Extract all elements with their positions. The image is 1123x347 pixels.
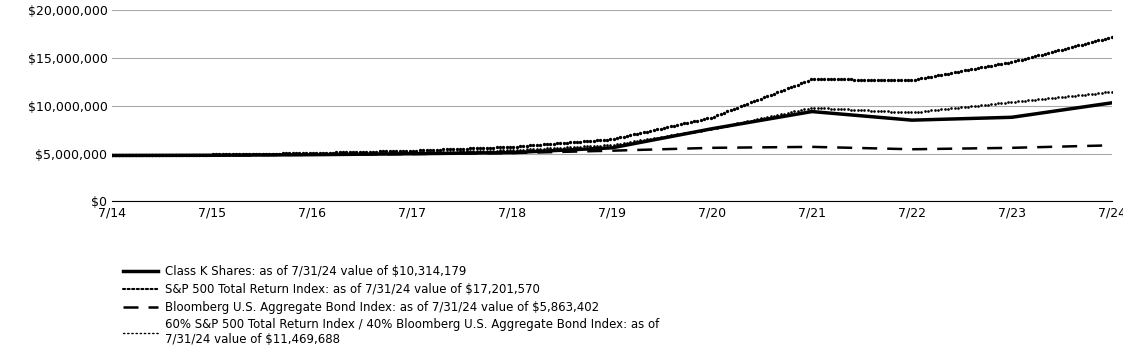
S&P 500 Total Return Index: as of 7/31/24 value of $17,201,570: (6.12, 9.28e+06): as of 7/31/24 value of $17,201,570: (6.1… [718,111,731,115]
60% S&P 500 Total Return Index / 40% Bloomberg U.S. Aggregate Bond Index: as of
7/31/24 value of $11,469,688: (0, 4.8e+06): as of 7/31/24 value of $11,469,688: (0, … [106,153,119,158]
Line: 60% S&P 500 Total Return Index / 40% Bloomberg U.S. Aggregate Bond Index: as of
7/31/24 value of $11,469,688: 60% S&P 500 Total Return Index / 40% Blo… [111,91,1113,157]
Class K Shares: as of 7/31/24 value of $10,314,179: (5, 5.6e+06): as of 7/31/24 value of $10,314,179: (5, … [605,146,619,150]
S&P 500 Total Return Index: as of 7/31/24 value of $17,201,570: (9.06, 1.48e+07): as of 7/31/24 value of $17,201,570: (9.0… [1012,58,1025,62]
S&P 500 Total Return Index: as of 7/31/24 value of $17,201,570: (0.0334, 4.8e+06): as of 7/31/24 value of $17,201,570: (0.0… [109,153,122,158]
Bloomberg U.S. Aggregate Bond Index: as of 7/31/24 value of $5,863,402: (0, 4.8e+06): as of 7/31/24 value of $5,863,402: (0, 4… [106,153,119,158]
Class K Shares: as of 7/31/24 value of $10,314,179: (7, 9.4e+06): as of 7/31/24 value of $10,314,179: (7, … [805,110,819,114]
60% S&P 500 Total Return Index / 40% Bloomberg U.S. Aggregate Bond Index: as of
7/31/24 value of $11,469,688: (8.43, 9.77e+06): as of 7/31/24 value of $11,469,688: (8.4… [948,106,961,110]
Class K Shares: as of 7/31/24 value of $10,314,179: (3, 4.98e+06): as of 7/31/24 value of $10,314,179: (3, … [405,152,419,156]
Bloomberg U.S. Aggregate Bond Index: as of 7/31/24 value of $5,863,402: (8, 5.45e+06): as of 7/31/24 value of $5,863,402: (8, 5… [905,147,919,151]
Class K Shares: as of 7/31/24 value of $10,314,179: (0, 4.8e+06): as of 7/31/24 value of $10,314,179: (0, … [106,153,119,158]
Class K Shares: as of 7/31/24 value of $10,314,179: (10, 1.03e+07): as of 7/31/24 value of $10,314,179: (10,… [1105,101,1119,105]
60% S&P 500 Total Return Index / 40% Bloomberg U.S. Aggregate Bond Index: as of
7/31/24 value of $11,469,688: (9.06, 1.05e+07): as of 7/31/24 value of $11,469,688: (9.0… [1012,99,1025,103]
60% S&P 500 Total Return Index / 40% Bloomberg U.S. Aggregate Bond Index: as of
7/31/24 value of $11,469,688: (10, 1.15e+07): as of 7/31/24 value of $11,469,688: (10,… [1105,90,1119,94]
Line: Bloomberg U.S. Aggregate Bond Index: as of 7/31/24 value of $5,863,402: Bloomberg U.S. Aggregate Bond Index: as … [112,145,1112,155]
60% S&P 500 Total Return Index / 40% Bloomberg U.S. Aggregate Bond Index: as of
7/31/24 value of $11,469,688: (5.92, 7.46e+06): as of 7/31/24 value of $11,469,688: (5.9… [697,128,711,132]
60% S&P 500 Total Return Index / 40% Bloomberg U.S. Aggregate Bond Index: as of
7/31/24 value of $11,469,688: (5.95, 7.52e+06): as of 7/31/24 value of $11,469,688: (5.9… [701,127,714,132]
S&P 500 Total Return Index: as of 7/31/24 value of $17,201,570: (8.43, 1.35e+07): as of 7/31/24 value of $17,201,570: (8.4… [948,70,961,74]
60% S&P 500 Total Return Index / 40% Bloomberg U.S. Aggregate Bond Index: as of
7/31/24 value of $11,469,688: (6.12, 7.86e+06): as of 7/31/24 value of $11,469,688: (6.1… [718,124,731,128]
Class K Shares: as of 7/31/24 value of $10,314,179: (6, 7.6e+06): as of 7/31/24 value of $10,314,179: (6, … [705,127,719,131]
Bloomberg U.S. Aggregate Bond Index: as of 7/31/24 value of $5,863,402: (4, 5.05e+06): as of 7/31/24 value of $5,863,402: (4, 5… [505,151,519,155]
Class K Shares: as of 7/31/24 value of $10,314,179: (2, 4.88e+06): as of 7/31/24 value of $10,314,179: (2, … [305,153,319,157]
Bloomberg U.S. Aggregate Bond Index: as of 7/31/24 value of $5,863,402: (3, 4.95e+06): as of 7/31/24 value of $5,863,402: (3, 4… [405,152,419,156]
Class K Shares: as of 7/31/24 value of $10,314,179: (8, 8.5e+06): as of 7/31/24 value of $10,314,179: (8, … [905,118,919,122]
60% S&P 500 Total Return Index / 40% Bloomberg U.S. Aggregate Bond Index: as of
7/31/24 value of $11,469,688: (0.0334, 4.8e+06): as of 7/31/24 value of $11,469,688: (0.0… [109,153,122,158]
Bloomberg U.S. Aggregate Bond Index: as of 7/31/24 value of $5,863,402: (5, 5.3e+06): as of 7/31/24 value of $5,863,402: (5, 5… [605,149,619,153]
Line: S&P 500 Total Return Index: as of 7/31/24 value of $17,201,570: S&P 500 Total Return Index: as of 7/31/2… [110,35,1114,158]
S&P 500 Total Return Index: as of 7/31/24 value of $17,201,570: (0, 4.8e+06): as of 7/31/24 value of $17,201,570: (0, … [106,153,119,158]
Class K Shares: as of 7/31/24 value of $10,314,179: (4, 5.1e+06): as of 7/31/24 value of $10,314,179: (4, … [505,151,519,155]
S&P 500 Total Return Index: as of 7/31/24 value of $17,201,570: (5.92, 8.62e+06): as of 7/31/24 value of $17,201,570: (5.9… [697,117,711,121]
Class K Shares: as of 7/31/24 value of $10,314,179: (1, 4.82e+06): as of 7/31/24 value of $10,314,179: (1, … [206,153,219,157]
S&P 500 Total Return Index: as of 7/31/24 value of $17,201,570: (5.95, 8.69e+06): as of 7/31/24 value of $17,201,570: (5.9… [701,116,714,120]
Line: Class K Shares: as of 7/31/24 value of $10,314,179: Class K Shares: as of 7/31/24 value of $… [112,103,1112,155]
S&P 500 Total Return Index: as of 7/31/24 value of $17,201,570: (10, 1.72e+07): as of 7/31/24 value of $17,201,570: (10,… [1105,35,1119,39]
Bloomberg U.S. Aggregate Bond Index: as of 7/31/24 value of $5,863,402: (1, 4.82e+06): as of 7/31/24 value of $5,863,402: (1, 4… [206,153,219,157]
Bloomberg U.S. Aggregate Bond Index: as of 7/31/24 value of $5,863,402: (10, 5.86e+06): as of 7/31/24 value of $5,863,402: (10, … [1105,143,1119,147]
Bloomberg U.S. Aggregate Bond Index: as of 7/31/24 value of $5,863,402: (7, 5.7e+06): as of 7/31/24 value of $5,863,402: (7, 5… [805,145,819,149]
Legend: Class K Shares: as of 7/31/24 value of $10,314,179, S&P 500 Total Return Index: : Class K Shares: as of 7/31/24 value of $… [118,261,665,347]
Bloomberg U.S. Aggregate Bond Index: as of 7/31/24 value of $5,863,402: (2, 4.87e+06): as of 7/31/24 value of $5,863,402: (2, 4… [305,153,319,157]
Bloomberg U.S. Aggregate Bond Index: as of 7/31/24 value of $5,863,402: (6, 5.6e+06): as of 7/31/24 value of $5,863,402: (6, 5… [705,146,719,150]
Bloomberg U.S. Aggregate Bond Index: as of 7/31/24 value of $5,863,402: (9, 5.6e+06): as of 7/31/24 value of $5,863,402: (9, 5… [1005,146,1019,150]
Class K Shares: as of 7/31/24 value of $10,314,179: (9, 8.8e+06): as of 7/31/24 value of $10,314,179: (9, … [1005,115,1019,119]
